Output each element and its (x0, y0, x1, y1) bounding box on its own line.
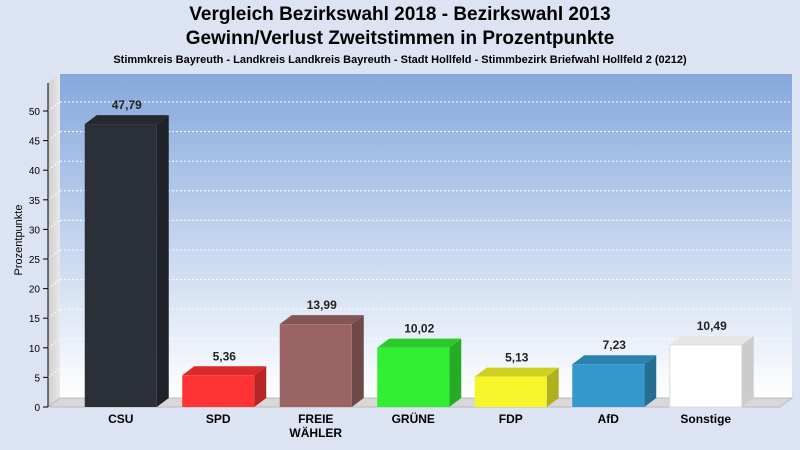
y-tick-label: 15 (29, 314, 41, 325)
bar-afd (572, 355, 657, 407)
chart-caption: Stimmkreis Bayreuth - Landkreis Landkrei… (113, 54, 687, 66)
bar-top (669, 335, 754, 345)
y-tick-label: 40 (29, 166, 41, 177)
data-label: 13,99 (307, 298, 337, 312)
bar-freie-wähler (279, 315, 364, 407)
y-tick-label: 0 (34, 403, 40, 414)
x-tick-label: FREIE (298, 412, 333, 426)
gridline-side (47, 190, 61, 201)
chart-subtitle: Gewinn/Verlust Zweitstimmen in Prozentpu… (185, 28, 615, 49)
bar-front (474, 376, 547, 407)
gridline-side (47, 249, 61, 260)
bar-top (182, 366, 267, 376)
x-tick-label: CSU (108, 412, 133, 426)
bar-side (644, 355, 657, 407)
bar-front (279, 324, 352, 407)
gridline-side (47, 160, 61, 171)
y-tick-label: 25 (29, 255, 41, 266)
x-tick-label: Sonstige (680, 412, 731, 426)
gridline-side (47, 279, 61, 290)
x-tick-label: GRÜNE (392, 411, 435, 426)
y-tick-label: 45 (29, 137, 41, 148)
y-tick-label: 30 (29, 225, 41, 236)
bar-front (182, 375, 255, 407)
chart-title: Vergleich Bezirkswahl 2018 - Bezirkswahl… (189, 4, 611, 25)
bar-top (84, 115, 169, 125)
data-label: 10,49 (697, 319, 727, 333)
gridline-side (47, 367, 61, 378)
y-tick-label: 50 (29, 107, 41, 118)
x-tick-label: WÄHLER (289, 425, 342, 440)
gridline-side (47, 219, 61, 230)
y-tick-label: 20 (29, 285, 41, 296)
y-tick-label: 5 (34, 373, 40, 384)
bar-front (84, 124, 157, 408)
gridline-side (47, 338, 61, 349)
bar-side (741, 335, 754, 407)
bar-spd (182, 366, 267, 407)
bar-grüne (377, 338, 462, 407)
bar-front (669, 344, 743, 408)
bar-top (572, 355, 657, 365)
bar-fdp (474, 367, 559, 407)
bar-side (156, 115, 169, 408)
bar-csu (84, 115, 169, 408)
bar-top (279, 315, 364, 325)
bar-side (449, 338, 462, 407)
bar-front (572, 364, 645, 407)
data-label: 5,13 (505, 351, 529, 365)
gridline-side (47, 308, 61, 319)
data-label: 7,23 (603, 338, 627, 352)
bar-top (474, 367, 559, 377)
bar-top (377, 338, 462, 348)
data-label: 5,36 (213, 349, 237, 363)
plot-side-wall (48, 74, 60, 407)
bar-sonstige (669, 335, 754, 408)
data-label: 47,79 (112, 98, 142, 112)
bar-side (546, 367, 559, 407)
x-tick-label: SPD (206, 412, 231, 426)
gridline-side (47, 101, 61, 112)
bar-front (377, 347, 450, 407)
x-tick-label: AfD (598, 412, 620, 426)
y-tick-label: 10 (29, 344, 41, 355)
bar-side (254, 366, 267, 407)
data-label: 10,02 (404, 322, 434, 336)
y-axis-label: Prozentpunkte (13, 205, 25, 276)
y-tick-label: 35 (29, 196, 41, 207)
gridline-side (47, 131, 61, 142)
bar-side (351, 315, 364, 407)
x-tick-label: FDP (499, 412, 523, 426)
